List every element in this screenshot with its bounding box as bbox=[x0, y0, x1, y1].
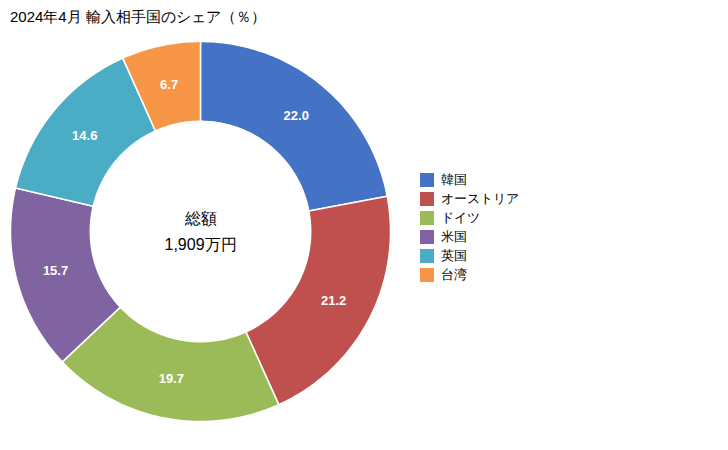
svg-text:1,909万円: 1,909万円 bbox=[164, 236, 236, 253]
html-text:ドイツ: ドイツ bbox=[440, 209, 480, 225]
html-text:英国: 英国 bbox=[440, 247, 467, 263]
svg-text:総額: 総額 bbox=[184, 210, 217, 227]
svg-text:21.2: 21.2 bbox=[321, 293, 346, 308]
svg-text:22.0: 22.0 bbox=[284, 108, 309, 123]
html-text:韓国: 韓国 bbox=[440, 171, 467, 187]
html-text:台湾: 台湾 bbox=[440, 266, 467, 282]
html-text:米国: 米国 bbox=[440, 228, 467, 244]
svg-text:19.7: 19.7 bbox=[159, 371, 184, 386]
html-text:2024年4月 輸入相手国のシェア（％）: 2024年4月 輸入相手国のシェア（％） bbox=[10, 8, 266, 25]
svg-text:6.7: 6.7 bbox=[160, 77, 178, 92]
svg-text:15.7: 15.7 bbox=[43, 263, 68, 278]
html-text:オーストリア: オーストリア bbox=[440, 190, 519, 206]
svg-text:14.6: 14.6 bbox=[72, 128, 97, 143]
